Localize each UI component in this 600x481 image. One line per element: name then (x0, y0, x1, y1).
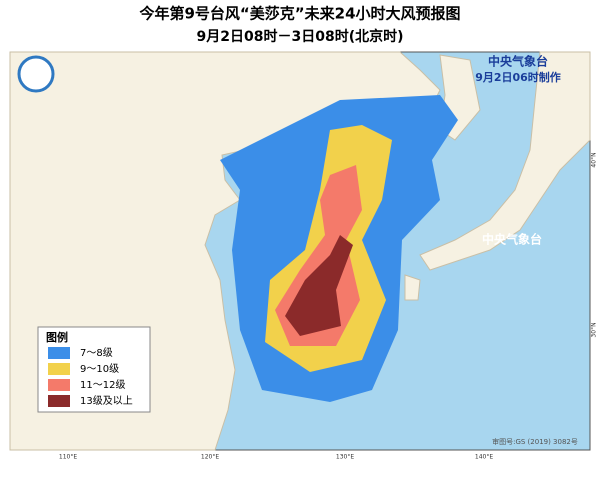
legend-swatch (48, 363, 70, 375)
lon-label: 140°E (475, 454, 493, 461)
lat-label: 30°N (591, 322, 598, 337)
legend: 图例 7～8级 9～10级 11～12级 13级及以上 (37, 326, 151, 413)
agency-logo (17, 55, 55, 93)
wind-zones (220, 95, 458, 402)
lon-label: 120°E (201, 454, 219, 461)
legend-label: 11～12级 (80, 379, 125, 391)
legend-swatch (48, 395, 70, 407)
lon-label: 130°E (336, 454, 354, 461)
legend-title: 图例 (46, 330, 68, 344)
legend-swatch (48, 379, 70, 391)
approval-number: 审图号:GS (2019) 3082号 (492, 437, 578, 446)
legend-label: 7～8级 (80, 347, 113, 359)
lat-label: 40°N (591, 152, 598, 167)
legend-swatch (48, 347, 70, 359)
lon-label: 110°E (59, 454, 77, 461)
agency: 中央气象台 (488, 54, 548, 69)
issued-time: 9月2日06时制作 (475, 70, 561, 84)
watermark: 中央气象台 (482, 232, 542, 247)
legend-label: 9～10级 (80, 363, 119, 375)
graticule-labels: 110°E 120°E 130°E 140°E 40°N 30°N (59, 152, 598, 460)
legend-label: 13级及以上 (80, 395, 133, 407)
title: 今年第9号台风“美莎克”未来24小时大风预报图 (138, 5, 460, 23)
subtitle: 9月2日08时－3日08时(北京时) (197, 28, 404, 45)
